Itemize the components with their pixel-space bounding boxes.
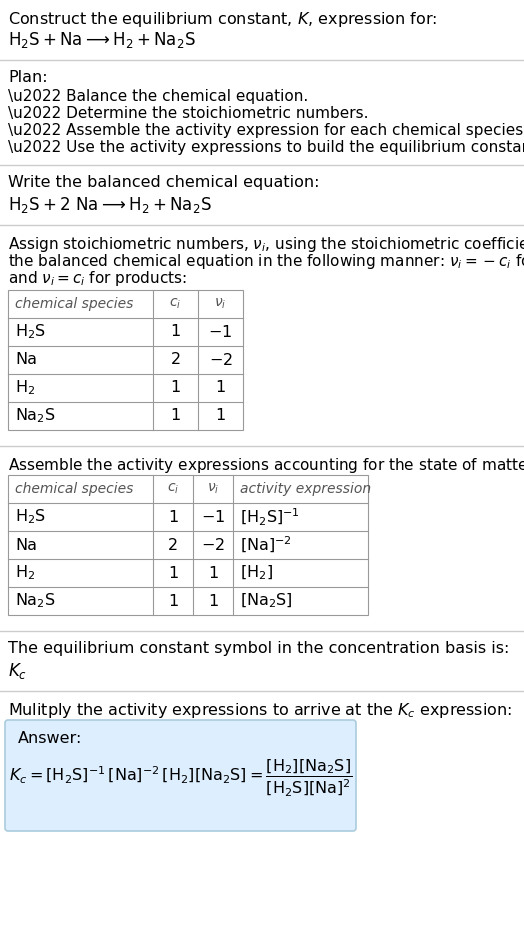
Text: \u2022 Balance the chemical equation.: \u2022 Balance the chemical equation. <box>8 89 308 104</box>
Text: Answer:: Answer: <box>18 731 82 746</box>
Text: chemical species: chemical species <box>15 297 134 311</box>
Text: $c_i$: $c_i$ <box>167 482 179 496</box>
Text: $-1$: $-1$ <box>209 324 233 340</box>
Text: 1: 1 <box>208 566 218 580</box>
FancyBboxPatch shape <box>5 720 356 831</box>
Text: $-2$: $-2$ <box>201 537 225 553</box>
Text: Write the balanced chemical equation:: Write the balanced chemical equation: <box>8 175 320 190</box>
Text: $\nu_i$: $\nu_i$ <box>207 482 219 496</box>
Text: 1: 1 <box>215 380 226 396</box>
Text: Mulitply the activity expressions to arrive at the $K_c$ expression:: Mulitply the activity expressions to arr… <box>8 701 512 720</box>
Text: $\mathrm{Na_2S}$: $\mathrm{Na_2S}$ <box>15 407 56 425</box>
Text: \u2022 Assemble the activity expression for each chemical species.: \u2022 Assemble the activity expression … <box>8 123 524 138</box>
Text: $[\mathrm{H_2}]$: $[\mathrm{H_2}]$ <box>240 564 273 582</box>
Text: the balanced chemical equation in the following manner: $\nu_i = -c_i$ for react: the balanced chemical equation in the fo… <box>8 252 524 271</box>
Bar <box>8 290 243 430</box>
Text: Na: Na <box>15 537 37 553</box>
Text: $\mathrm{H_2S}$: $\mathrm{H_2S}$ <box>15 322 46 341</box>
Text: $\mathrm{H_2S + 2\ Na \longrightarrow H_2 + Na_2S}$: $\mathrm{H_2S + 2\ Na \longrightarrow H_… <box>8 195 212 215</box>
Text: 1: 1 <box>168 566 178 580</box>
Text: Assign stoichiometric numbers, $\nu_i$, using the stoichiometric coefficients, $: Assign stoichiometric numbers, $\nu_i$, … <box>8 235 524 254</box>
Text: The equilibrium constant symbol in the concentration basis is:: The equilibrium constant symbol in the c… <box>8 641 509 656</box>
Text: Na: Na <box>15 353 37 367</box>
Text: 1: 1 <box>215 409 226 423</box>
Text: \u2022 Use the activity expressions to build the equilibrium constant expression: \u2022 Use the activity expressions to b… <box>8 140 524 155</box>
Text: activity expression: activity expression <box>240 482 371 496</box>
Text: $K_c$: $K_c$ <box>8 661 27 681</box>
Text: Construct the equilibrium constant, $K$, expression for:: Construct the equilibrium constant, $K$,… <box>8 10 438 29</box>
Text: $\mathrm{H_2}$: $\mathrm{H_2}$ <box>15 378 35 398</box>
Text: $\mathrm{H_2S + Na \longrightarrow H_2 + Na_2S}$: $\mathrm{H_2S + Na \longrightarrow H_2 +… <box>8 30 196 50</box>
Text: 1: 1 <box>208 593 218 609</box>
Text: 1: 1 <box>168 593 178 609</box>
Text: $[\mathrm{Na}]^{-2}$: $[\mathrm{Na}]^{-2}$ <box>240 535 292 555</box>
Text: chemical species: chemical species <box>15 482 134 496</box>
Text: 1: 1 <box>170 409 181 423</box>
Text: and $\nu_i = c_i$ for products:: and $\nu_i = c_i$ for products: <box>8 269 187 288</box>
Text: Assemble the activity expressions accounting for the state of matter and $\nu_i$: Assemble the activity expressions accoun… <box>8 456 524 475</box>
Text: 2: 2 <box>170 353 181 367</box>
Text: 1: 1 <box>170 324 181 340</box>
Text: 1: 1 <box>168 510 178 525</box>
Text: $-1$: $-1$ <box>201 509 225 525</box>
Text: $\mathrm{H_2S}$: $\mathrm{H_2S}$ <box>15 508 46 526</box>
Text: $\mathrm{Na_2S}$: $\mathrm{Na_2S}$ <box>15 592 56 611</box>
Bar <box>8 475 368 615</box>
Text: $-2$: $-2$ <box>209 352 233 368</box>
Text: \u2022 Determine the stoichiometric numbers.: \u2022 Determine the stoichiometric numb… <box>8 106 368 121</box>
Text: $[\mathrm{Na_2S}]$: $[\mathrm{Na_2S}]$ <box>240 592 293 611</box>
Text: $c_i$: $c_i$ <box>169 297 182 311</box>
Text: $\mathrm{H_2}$: $\mathrm{H_2}$ <box>15 564 35 582</box>
Text: $K_c = [\mathrm{H_2S}]^{-1}\,[\mathrm{Na}]^{-2}\,[\mathrm{H_2}][\mathrm{Na_2S}] : $K_c = [\mathrm{H_2S}]^{-1}\,[\mathrm{Na… <box>9 757 352 799</box>
Text: Plan:: Plan: <box>8 70 48 85</box>
Text: $[\mathrm{H_2S}]^{-1}$: $[\mathrm{H_2S}]^{-1}$ <box>240 507 300 528</box>
Text: 1: 1 <box>170 380 181 396</box>
Text: 2: 2 <box>168 537 178 553</box>
Text: $\nu_i$: $\nu_i$ <box>214 297 227 311</box>
